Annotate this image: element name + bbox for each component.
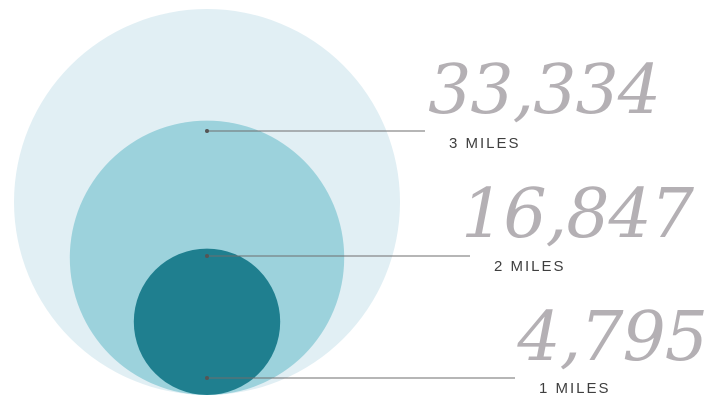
radius-label-3-mile: 3 MILES — [449, 135, 521, 152]
radius-circle-1-mile — [133, 248, 281, 395]
population-value-2-mile: 16,847 — [461, 175, 695, 254]
population-value-3-mile: 33,334 — [428, 51, 660, 130]
annotations-layer: 33,334 3 MILES 16,847 2 MILES 4,795 1 MILES — [205, 51, 708, 396]
radius-label-2-mile: 2 MILES — [494, 258, 566, 275]
center-dot-2-mile — [205, 254, 209, 258]
center-dot-1-mile — [205, 376, 209, 380]
radius-label-1-mile: 1 MILES — [539, 380, 611, 396]
center-dot-3-mile — [205, 129, 209, 133]
circles-layer — [14, 9, 400, 396]
population-value-1-mile: 4,795 — [516, 298, 707, 377]
